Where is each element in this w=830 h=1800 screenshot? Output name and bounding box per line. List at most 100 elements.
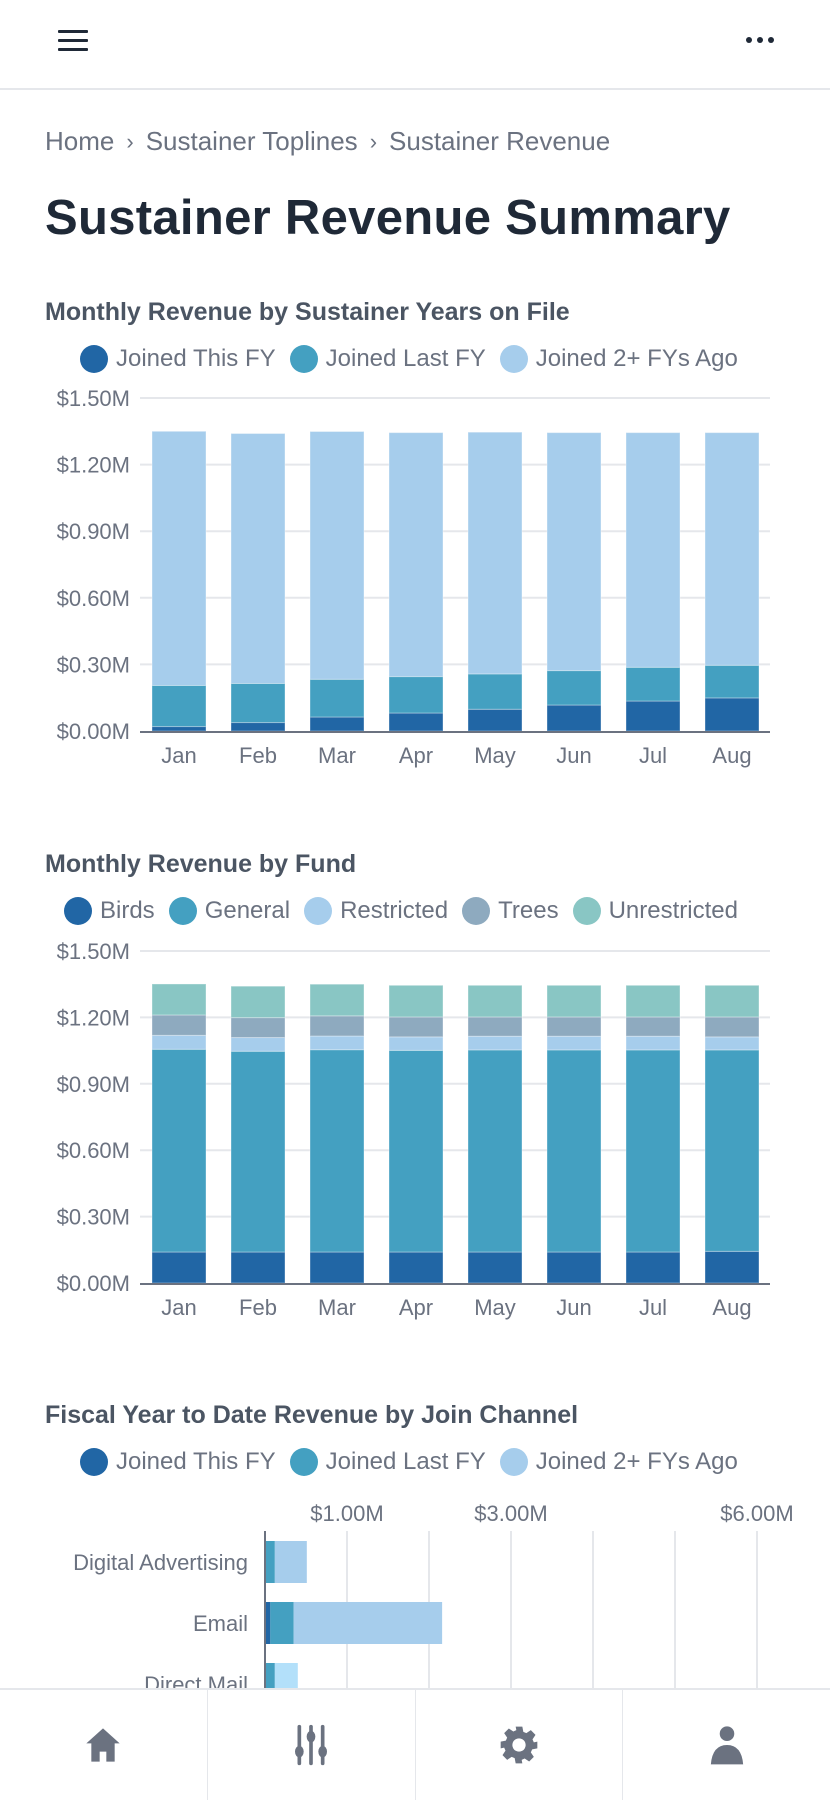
legend-label: Restricted [340, 897, 449, 924]
nav-settings[interactable] [416, 1690, 624, 1800]
legend-item-restricted[interactable]: Restricted [304, 897, 448, 925]
y-tick-label: $0.60M [57, 586, 130, 611]
bar-segment-unrestricted [309, 983, 365, 1017]
legend-swatch [168, 897, 197, 925]
nav-home[interactable] [0, 1690, 208, 1800]
legend-item-unrestricted[interactable]: Unrestricted [572, 897, 738, 925]
x-tick-label: May [474, 1295, 516, 1320]
x-tick-label: $1.00M [310, 1501, 383, 1526]
breadcrumb-home[interactable]: Home [45, 126, 115, 156]
x-tick-label: Jan [161, 743, 196, 768]
legend-item-joined-2-fys-ago[interactable]: Joined 2+ FYs Ago [499, 345, 738, 373]
x-tick-label: Aug [712, 1295, 751, 1320]
legend-swatch [80, 345, 108, 373]
bar-segment-birds [467, 1251, 523, 1284]
bar-segment-joined-2-fys-ago [151, 430, 207, 686]
bar-segment-trees [309, 1015, 365, 1037]
bar-segment-general [704, 1049, 760, 1252]
hamburger-icon[interactable] [58, 30, 88, 52]
bar-segment-joined-2-fys-ago [704, 432, 760, 666]
bar-segment-restricted [388, 1036, 444, 1051]
y-tick-label: $0.00M [57, 719, 130, 744]
bar-segment-joined-this-fy [546, 704, 602, 732]
bar-segment-joined-last-fy [546, 670, 602, 706]
y-tick-label: $1.50M [57, 939, 130, 964]
legend-label: Joined Last FY [325, 345, 486, 372]
bar-segment-joined-last-fy [704, 664, 760, 699]
bar-segment-general [230, 1050, 286, 1253]
y-tick-label: $1.20M [57, 453, 130, 478]
x-tick-label: Jan [161, 1295, 196, 1320]
legend-label: Joined 2+ FYs Ago [535, 1448, 738, 1475]
legend-swatch [499, 1448, 528, 1476]
bar-segment-joined-last-fy [151, 684, 207, 728]
chart-title: Monthly Revenue by Fund [45, 850, 357, 878]
legend-item-joined-this-fy[interactable]: Joined This FY [80, 345, 276, 373]
bar-segment-birds [309, 1251, 365, 1284]
legend-item-joined-last-fy[interactable]: Joined Last FY [289, 1448, 486, 1476]
bar-segment-general [467, 1049, 523, 1253]
bar-segment-joined-2-fys-ago [274, 1541, 307, 1583]
bar-segment-restricted [625, 1035, 681, 1051]
bar-segment-general [309, 1049, 365, 1253]
x-tick-label: Jun [556, 1295, 591, 1320]
legend-item-joined-2-fys-ago[interactable]: Joined 2+ FYs Ago [499, 1448, 738, 1476]
y-tick-label: $1.50M [57, 386, 130, 411]
y-tick-label: $0.90M [57, 1072, 130, 1097]
x-tick-label: Mar [318, 1295, 356, 1320]
x-tick-label: Jul [639, 1295, 667, 1320]
user-icon [710, 1726, 743, 1765]
gear-icon [500, 1726, 538, 1764]
bar-segment-joined-this-fy [388, 712, 444, 732]
y-tick-label: $0.30M [57, 1205, 130, 1230]
nav-filters[interactable] [208, 1690, 416, 1800]
bar-segment-birds [625, 1251, 681, 1284]
x-tick-label: Feb [239, 1295, 277, 1320]
bar-segment-joined-2-fys-ago [230, 433, 286, 684]
legend-item-joined-this-fy[interactable]: Joined This FY [80, 1448, 276, 1476]
x-tick-label: May [474, 743, 516, 768]
chevron-right-icon: › [126, 128, 134, 154]
bar-segment-birds [704, 1250, 760, 1284]
bottom-nav [0, 1688, 830, 1800]
legend-label: Joined This FY [116, 345, 276, 372]
legend-label: General [204, 897, 291, 924]
bar-segment-joined-2-fys-ago [467, 431, 523, 675]
x-tick-label: Feb [239, 743, 277, 768]
bar-segment-restricted [309, 1035, 365, 1051]
legend-item-birds[interactable]: Birds [64, 897, 155, 925]
legend-swatch [572, 897, 601, 925]
bar-segment-joined-this-fy [230, 722, 286, 732]
x-tick-label: Jun [556, 743, 591, 768]
breadcrumb-sustainer-toplines[interactable]: Sustainer Toplines [145, 126, 358, 156]
bar-segment-unrestricted [546, 984, 602, 1018]
legend-item-trees[interactable]: Trees [462, 897, 559, 925]
legend-swatch [304, 897, 333, 925]
legend-item-joined-last-fy[interactable]: Joined Last FY [289, 345, 486, 373]
legend-item-general[interactable]: General [168, 897, 291, 925]
bar-segment-general [151, 1048, 207, 1253]
bar-segment-joined-last-fy [265, 1541, 275, 1583]
more-horizontal-icon[interactable] [740, 30, 780, 50]
bar-segment-joined-this-fy [309, 716, 365, 732]
nav-profile[interactable] [623, 1690, 830, 1800]
bar-segment-unrestricted [625, 984, 681, 1018]
page-title: Sustainer Revenue Summary [45, 191, 731, 245]
bar-segment-joined-last-fy [309, 678, 365, 718]
legend-label: Trees [498, 897, 559, 924]
bar-segment-joined-last-fy [388, 676, 444, 714]
bar-segment-unrestricted [704, 984, 760, 1018]
bar-segment-general [546, 1049, 602, 1253]
bar-segment-joined-2-fys-ago [546, 432, 602, 672]
bar-segment-joined-this-fy [467, 708, 523, 732]
bar-segment-trees [151, 1014, 207, 1036]
monthly-revenue-years-chart: $0.00M $0.30M $0.60M $0.90M $1.20M $1.50M Jan F… [57, 386, 770, 768]
bar-segment-trees [625, 1016, 681, 1037]
bar-segment-general [625, 1049, 681, 1253]
bar-segment-restricted [151, 1034, 207, 1050]
chevron-right-icon: › [369, 128, 378, 154]
bar-segment-trees [546, 1016, 602, 1037]
legend-label: Unrestricted [608, 897, 738, 924]
bar-segment-joined-last-fy [230, 682, 286, 724]
bar-segment-joined-last-fy [265, 1663, 275, 1705]
